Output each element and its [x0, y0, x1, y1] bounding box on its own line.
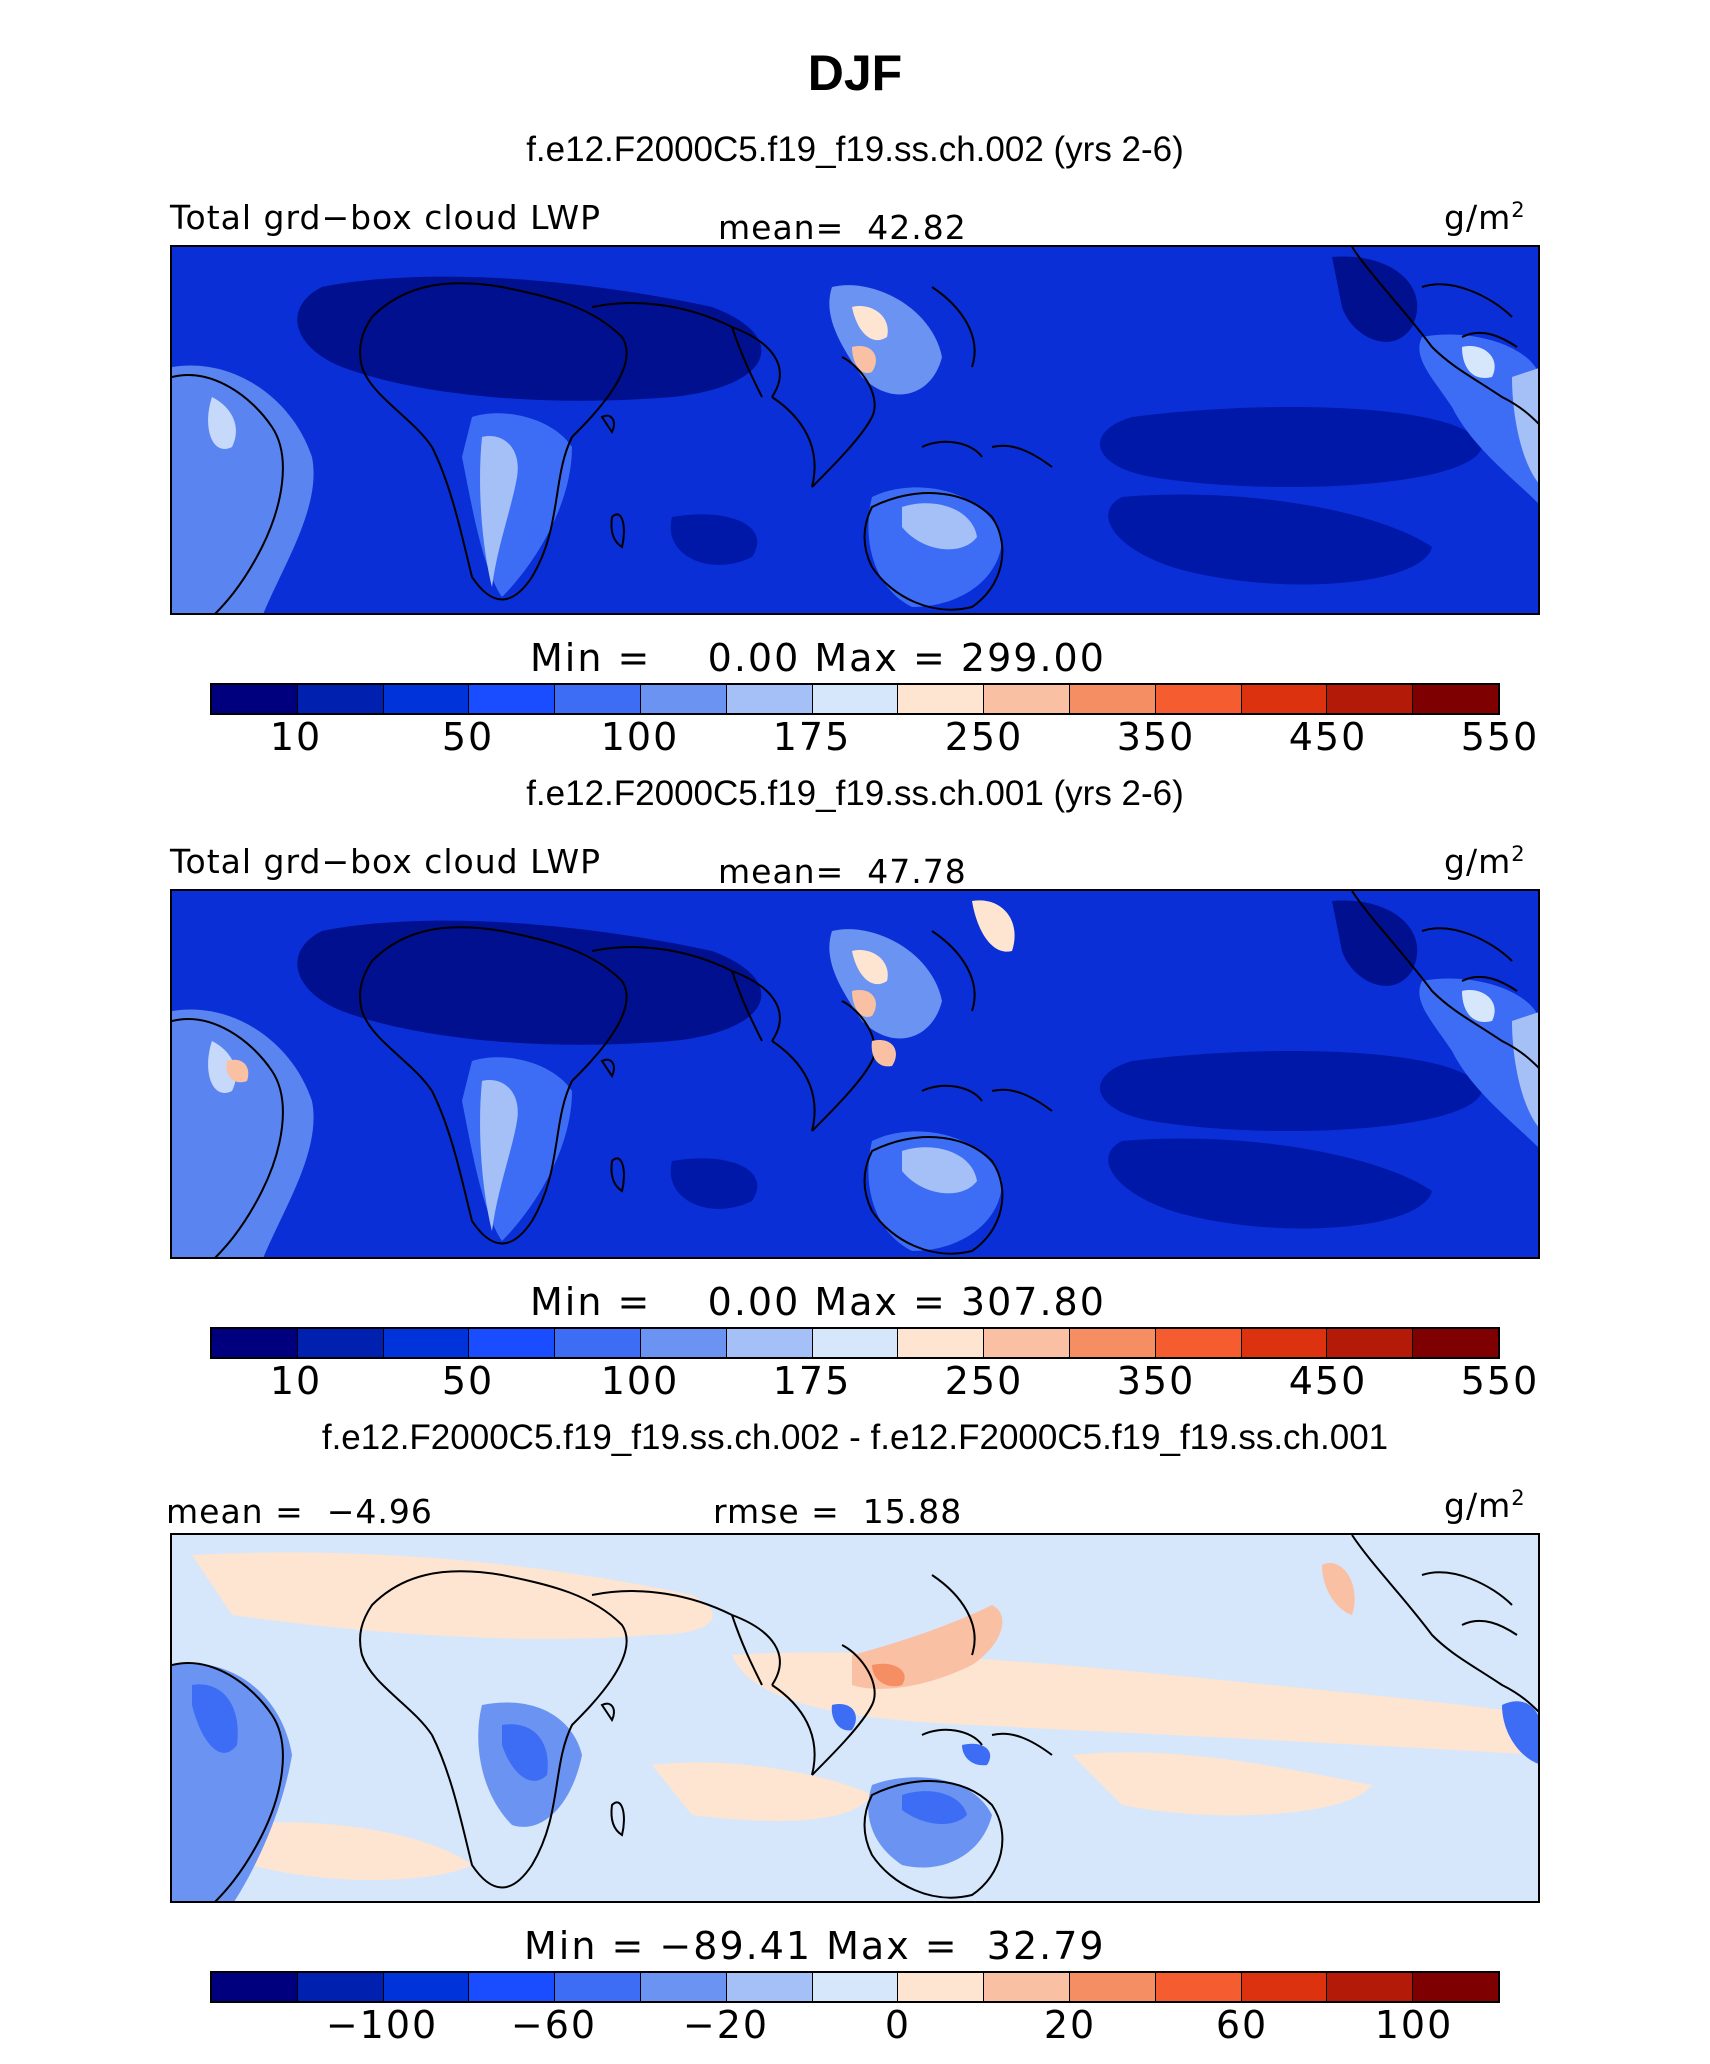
panel2-map — [170, 889, 1540, 1259]
colorbar-swatch — [1413, 1973, 1498, 2001]
colorbar-swatch — [1241, 1973, 1328, 2001]
colorbar-tick-label: 20 — [1043, 2003, 1097, 2047]
colorbar-swatch — [469, 1329, 556, 1357]
colorbar-tick-label: −60 — [510, 2003, 598, 2047]
colorbar-swatch — [640, 1973, 727, 2001]
colorbar-swatch — [555, 1329, 641, 1357]
panel1-mean-label: mean= 42.82 — [718, 208, 967, 247]
panel3-map — [170, 1533, 1540, 1903]
panel2-minmax: Min = 0.00 Max = 307.80 — [530, 1280, 1106, 1324]
colorbar-tick-label: 550 — [1460, 715, 1540, 759]
colorbar-swatch — [297, 1973, 384, 2001]
colorbar-swatch — [812, 685, 899, 713]
colorbar-tick-label: 350 — [1116, 715, 1196, 759]
colorbar-swatch — [898, 1329, 985, 1357]
colorbar-tick-label: 100 — [600, 1359, 680, 1403]
colorbar-tick-label: −20 — [682, 2003, 770, 2047]
panel1-map — [170, 245, 1540, 615]
colorbar-swatch — [469, 685, 556, 713]
colorbar-tick-label: 0 — [884, 2003, 912, 2047]
panel2-variable-label: Total grd−box cloud LWP — [170, 842, 601, 881]
colorbar-swatch — [1241, 1329, 1328, 1357]
colorbar-tick-label: 10 — [269, 715, 323, 759]
colorbar-tick-label: 10 — [269, 1359, 323, 1403]
panel1-unit-label: g/m2 — [1444, 198, 1526, 237]
colorbar-tick-label: 50 — [441, 1359, 495, 1403]
panel1-unit-sup: 2 — [1511, 198, 1526, 222]
panel3-unit-base: g/m — [1444, 1486, 1512, 1525]
panel1-colorbar — [210, 683, 1500, 715]
colorbar-swatch — [1327, 685, 1414, 713]
panel1-case-title: f.e12.F2000C5.f19_f19.ss.ch.002 (yrs 2-6… — [526, 130, 1184, 169]
panel3-rmse-label: rmse = 15.88 — [713, 1492, 963, 1531]
panel2-unit-label: g/m2 — [1444, 842, 1526, 881]
colorbar-tick-label: 100 — [600, 715, 680, 759]
colorbar-swatch — [640, 685, 727, 713]
colorbar-swatch — [297, 685, 384, 713]
colorbar-swatch — [383, 685, 470, 713]
colorbar-tick-label: 175 — [772, 715, 852, 759]
colorbar-swatch — [1327, 1973, 1414, 2001]
panel2-case-title: f.e12.F2000C5.f19_f19.ss.ch.001 (yrs 2-6… — [526, 774, 1184, 813]
colorbar-swatch — [469, 1973, 556, 2001]
panel2-mean-label: mean= 47.78 — [718, 852, 967, 891]
colorbar-swatch — [984, 685, 1070, 713]
colorbar-swatch — [212, 1973, 298, 2001]
colorbar-tick-label: 50 — [441, 715, 495, 759]
colorbar-swatch — [383, 1329, 470, 1357]
panel2-colorbar — [210, 1327, 1500, 1359]
panel1-unit-base: g/m — [1444, 198, 1512, 237]
colorbar-swatch — [1069, 1329, 1156, 1357]
colorbar-swatch — [726, 1329, 813, 1357]
colorbar-swatch — [898, 1973, 985, 2001]
panel3-mean-label: mean = −4.96 — [166, 1492, 433, 1531]
colorbar-swatch — [1241, 685, 1328, 713]
panel3-minmax: Min = −89.41 Max = 32.79 — [524, 1924, 1106, 1968]
colorbar-tick-label: 250 — [944, 1359, 1024, 1403]
colorbar-swatch — [1413, 685, 1498, 713]
colorbar-swatch — [555, 685, 641, 713]
colorbar-swatch — [1413, 1329, 1498, 1357]
panel3-case-title: f.e12.F2000C5.f19_f19.ss.ch.002 - f.e12.… — [321, 1418, 1389, 1457]
colorbar-tick-label: 100 — [1374, 2003, 1454, 2047]
colorbar-swatch — [984, 1973, 1070, 2001]
colorbar-swatch — [555, 1973, 641, 2001]
colorbar-swatch — [1155, 685, 1242, 713]
colorbar-tick-label: 450 — [1288, 715, 1368, 759]
colorbar-tick-label: 60 — [1215, 2003, 1269, 2047]
colorbar-swatch — [640, 1329, 727, 1357]
colorbar-swatch — [212, 1329, 298, 1357]
colorbar-swatch — [726, 1973, 813, 2001]
colorbar-swatch — [383, 1973, 470, 2001]
colorbar-swatch — [898, 685, 985, 713]
colorbar-tick-label: 350 — [1116, 1359, 1196, 1403]
colorbar-tick-label: −100 — [325, 2003, 439, 2047]
colorbar-tick-label: 175 — [772, 1359, 852, 1403]
colorbar-swatch — [812, 1329, 899, 1357]
colorbar-swatch — [1069, 685, 1156, 713]
panel3-colorbar — [210, 1971, 1500, 2003]
colorbar-tick-label: 250 — [944, 715, 1024, 759]
colorbar-swatch — [297, 1329, 384, 1357]
panel1-minmax: Min = 0.00 Max = 299.00 — [530, 636, 1106, 680]
colorbar-swatch — [1155, 1973, 1242, 2001]
colorbar-tick-label: 550 — [1460, 1359, 1540, 1403]
panel3-unit-label: g/m2 — [1444, 1486, 1526, 1525]
panel2-unit-sup: 2 — [1511, 842, 1526, 866]
panel2-unit-base: g/m — [1444, 842, 1512, 881]
colorbar-swatch — [1069, 1973, 1156, 2001]
colorbar-swatch — [1155, 1329, 1242, 1357]
figure-title: DJF — [807, 45, 903, 101]
colorbar-swatch — [212, 685, 298, 713]
colorbar-swatch — [984, 1329, 1070, 1357]
colorbar-swatch — [726, 685, 813, 713]
panel1-variable-label: Total grd−box cloud LWP — [170, 198, 601, 237]
panel3-unit-sup: 2 — [1511, 1486, 1526, 1510]
colorbar-swatch — [812, 1973, 899, 2001]
colorbar-swatch — [1327, 1329, 1414, 1357]
colorbar-tick-label: 450 — [1288, 1359, 1368, 1403]
